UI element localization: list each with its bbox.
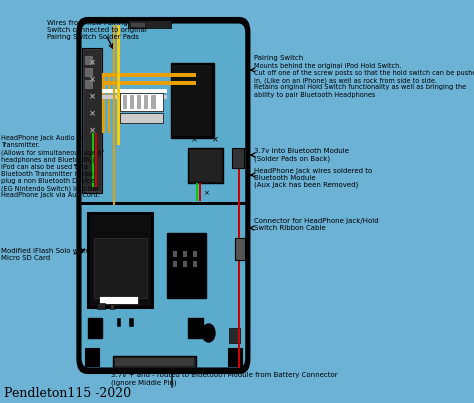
Text: ×: × xyxy=(212,135,219,145)
Bar xyxy=(113,356,196,368)
FancyBboxPatch shape xyxy=(81,23,246,368)
Bar xyxy=(196,183,198,201)
Bar xyxy=(102,89,167,93)
Circle shape xyxy=(202,324,215,342)
Bar xyxy=(84,348,99,366)
Text: Mounts behind the original iPod Hold Switch.
Cut off one of the screw posts so t: Mounts behind the original iPod Hold Swi… xyxy=(255,63,474,98)
Bar xyxy=(193,261,197,267)
Bar xyxy=(128,20,171,28)
Text: 3.7v into Bluetooth Module
(Solder Pads on Back): 3.7v into Bluetooth Module (Solder Pads … xyxy=(255,148,349,162)
Bar xyxy=(99,296,138,304)
Text: ×: × xyxy=(89,127,96,135)
Bar xyxy=(131,23,146,27)
Bar xyxy=(84,68,92,76)
Bar xyxy=(102,95,167,99)
Bar xyxy=(235,238,245,260)
Bar xyxy=(112,25,115,205)
Bar xyxy=(109,304,114,309)
Bar xyxy=(173,251,177,257)
Bar xyxy=(173,261,177,267)
Bar xyxy=(231,148,245,168)
Text: HeadPhone Jack Audio to
Transmitter.
(Allows for simultaneous use of
headphones : HeadPhone Jack Audio to Transmitter. (Al… xyxy=(1,135,104,199)
Bar xyxy=(190,150,221,181)
Bar xyxy=(102,73,105,133)
Bar xyxy=(120,113,164,123)
Bar xyxy=(137,95,141,109)
Bar xyxy=(172,65,212,136)
Bar xyxy=(238,158,240,368)
Bar xyxy=(90,215,151,306)
Bar xyxy=(92,133,94,188)
Bar xyxy=(199,183,201,201)
Bar xyxy=(82,48,102,193)
Bar xyxy=(228,348,242,366)
Bar xyxy=(183,261,187,267)
Bar xyxy=(171,63,214,138)
Bar xyxy=(193,251,197,257)
Bar xyxy=(102,81,196,85)
Text: Pendleton115 -2020: Pendleton115 -2020 xyxy=(4,387,131,400)
Bar xyxy=(88,318,102,338)
Bar xyxy=(97,303,105,309)
Bar xyxy=(94,238,147,298)
Bar xyxy=(108,73,110,133)
Bar xyxy=(115,358,194,366)
Text: ×: × xyxy=(89,58,96,67)
Bar xyxy=(151,95,155,109)
Bar xyxy=(81,202,246,205)
Bar xyxy=(95,133,98,188)
Bar xyxy=(229,328,240,343)
Bar xyxy=(130,95,134,109)
Text: ×: × xyxy=(89,110,96,118)
Bar xyxy=(167,233,206,298)
Bar xyxy=(117,25,120,145)
Bar xyxy=(189,148,223,183)
Bar xyxy=(120,93,164,111)
Bar xyxy=(144,95,148,109)
Text: Pairing Switch: Pairing Switch xyxy=(255,55,304,61)
Bar xyxy=(102,73,196,77)
FancyBboxPatch shape xyxy=(77,18,249,373)
Bar xyxy=(183,251,187,257)
Bar xyxy=(117,318,120,326)
Text: ×: × xyxy=(89,93,96,102)
Text: Modified iFlash Solo with
Micro SD Card: Modified iFlash Solo with Micro SD Card xyxy=(1,248,88,261)
Bar xyxy=(129,318,133,326)
Bar xyxy=(88,213,153,308)
Text: Wires from new Pairing
Switch connected to original
Pairing Switch Solder Pads: Wires from new Pairing Switch connected … xyxy=(46,20,146,40)
Bar xyxy=(84,56,92,64)
Text: Connector for HeadPhone Jack/Hold
Switch Ribbon Cable: Connector for HeadPhone Jack/Hold Switch… xyxy=(255,218,379,231)
Text: ×: × xyxy=(89,75,96,85)
Bar xyxy=(189,318,203,338)
Bar xyxy=(123,95,127,109)
Text: ×: × xyxy=(191,135,198,145)
Text: ×: × xyxy=(203,190,210,196)
Text: HeadPhone Jack wires soldered to
Bluetooth Module
(Aux Jack has been Removed): HeadPhone Jack wires soldered to Bluetoo… xyxy=(255,168,373,189)
Bar xyxy=(84,80,92,88)
Bar xyxy=(84,50,101,191)
Text: 3.7v + and - routed to Bluetooth Module from Battery Connector
(Ignore Middle Pi: 3.7v + and - routed to Bluetooth Module … xyxy=(111,372,337,386)
